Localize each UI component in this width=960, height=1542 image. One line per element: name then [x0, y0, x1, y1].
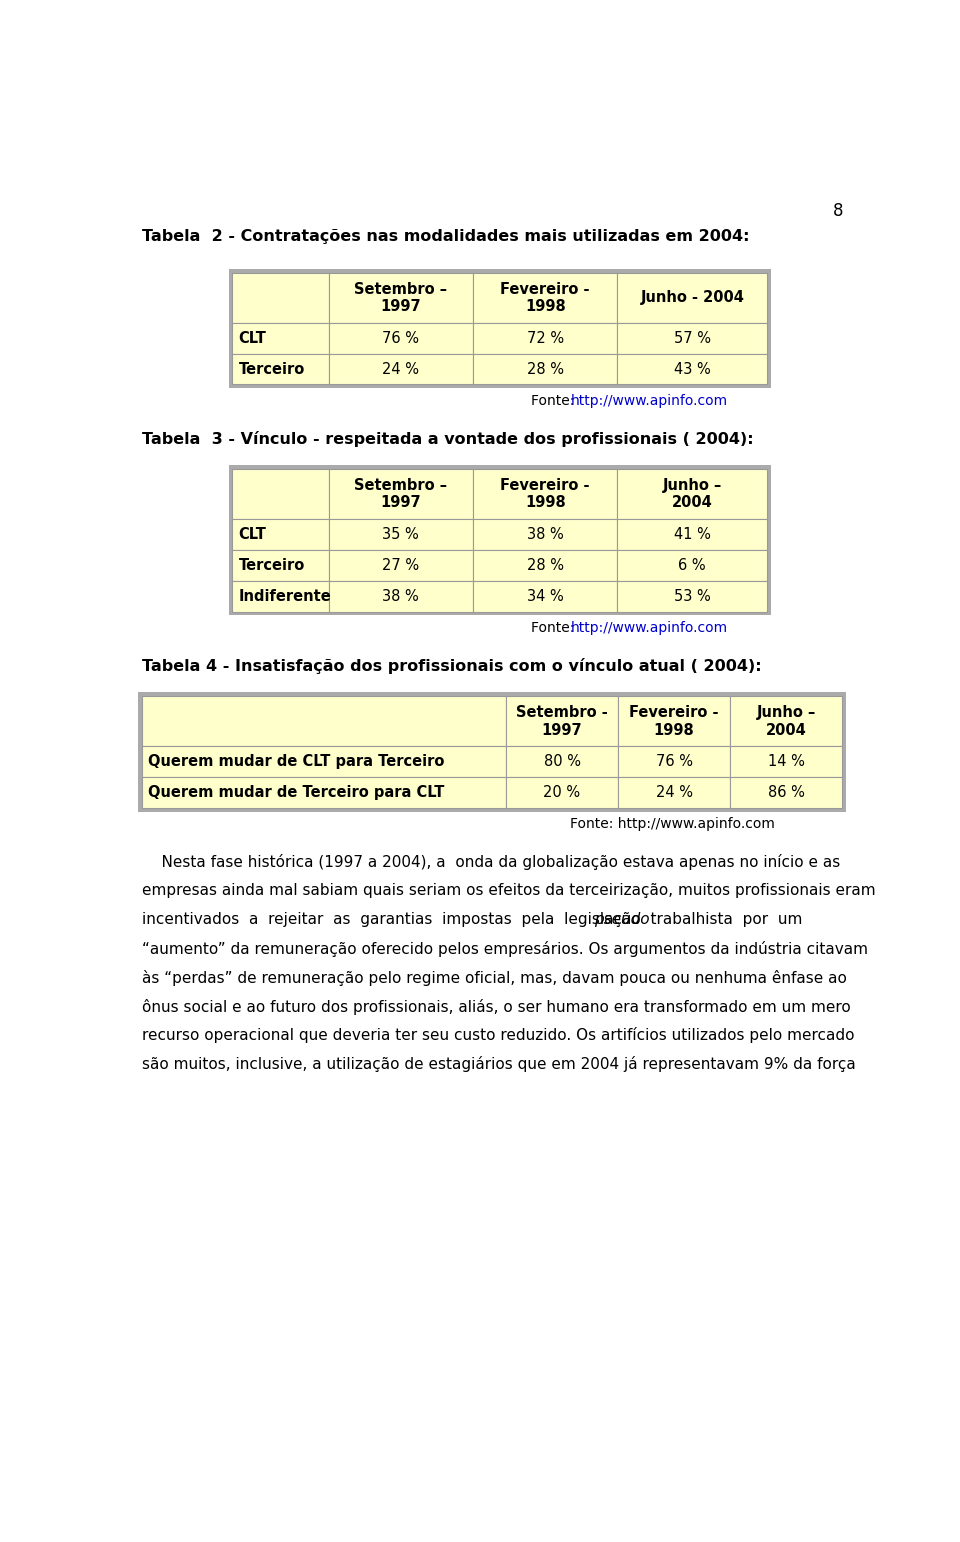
- Text: Setembro -
1997: Setembro - 1997: [516, 705, 608, 737]
- Text: Querem mudar de CLT para Terceiro: Querem mudar de CLT para Terceiro: [148, 754, 444, 769]
- Bar: [506, 697, 618, 746]
- Text: Querem mudar de Terceiro para CLT: Querem mudar de Terceiro para CLT: [148, 785, 444, 800]
- Text: 43 %: 43 %: [674, 361, 710, 376]
- Bar: [232, 469, 328, 520]
- Text: “aumento” da remuneração oferecido pelos empresários. Os argumentos da indústria: “aumento” da remuneração oferecido pelos…: [142, 941, 868, 956]
- Text: 53 %: 53 %: [674, 589, 710, 604]
- Bar: [473, 322, 617, 353]
- Bar: [328, 273, 473, 322]
- Text: Fevereiro -
1998: Fevereiro - 1998: [630, 705, 719, 737]
- Bar: [473, 520, 617, 550]
- Text: 76 %: 76 %: [382, 332, 420, 345]
- Text: Terceiro: Terceiro: [239, 361, 305, 376]
- Bar: [617, 550, 767, 581]
- Text: 28 %: 28 %: [527, 558, 564, 574]
- Bar: [232, 581, 328, 612]
- Text: 41 %: 41 %: [674, 527, 710, 543]
- Text: incentivados  a  rejeitar  as  garantias  impostas  pela  legislação  trabalhist: incentivados a rejeitar as garantias imp…: [142, 911, 812, 927]
- Text: 14 %: 14 %: [768, 754, 804, 769]
- Text: 38 %: 38 %: [527, 527, 564, 543]
- Text: são muitos, inclusive, a utilização de estagiários que em 2004 já representavam : são muitos, inclusive, a utilização de e…: [142, 1056, 855, 1072]
- Text: 24 %: 24 %: [656, 785, 693, 800]
- Text: Fonte:: Fonte:: [531, 393, 579, 407]
- Text: 24 %: 24 %: [382, 361, 420, 376]
- Text: Indiferente: Indiferente: [239, 589, 331, 604]
- Bar: [618, 746, 731, 777]
- Text: Setembro –
1997: Setembro – 1997: [354, 478, 447, 510]
- Bar: [232, 550, 328, 581]
- Bar: [142, 697, 506, 746]
- Bar: [617, 353, 767, 384]
- Bar: [328, 353, 473, 384]
- Bar: [473, 581, 617, 612]
- Text: ônus social e ao futuro dos profissionais, aliás, o ser humano era transformado : ônus social e ao futuro dos profissionai…: [142, 999, 851, 1015]
- Text: Fevereiro -
1998: Fevereiro - 1998: [500, 282, 590, 315]
- Bar: [617, 581, 767, 612]
- Bar: [228, 466, 771, 615]
- Bar: [232, 520, 328, 550]
- Bar: [473, 469, 617, 520]
- Bar: [731, 697, 842, 746]
- Text: CLT: CLT: [239, 527, 267, 543]
- Text: Fonte: http://www.apinfo.com: Fonte: http://www.apinfo.com: [569, 817, 775, 831]
- Text: às “perdas” de remuneração pelo regime oficial, mas, davam pouca ou nenhuma ênfa: às “perdas” de remuneração pelo regime o…: [142, 970, 847, 985]
- Bar: [731, 777, 842, 808]
- Bar: [138, 692, 846, 811]
- Text: 76 %: 76 %: [656, 754, 693, 769]
- Bar: [473, 273, 617, 322]
- Bar: [228, 268, 771, 389]
- Bar: [617, 469, 767, 520]
- Text: http://www.apinfo.com: http://www.apinfo.com: [571, 621, 729, 635]
- Text: pseudo: pseudo: [594, 911, 650, 927]
- Bar: [506, 777, 618, 808]
- Text: Terceiro: Terceiro: [239, 558, 305, 574]
- Text: 6 %: 6 %: [679, 558, 706, 574]
- Text: 27 %: 27 %: [382, 558, 420, 574]
- Text: 38 %: 38 %: [382, 589, 420, 604]
- Text: Junho - 2004: Junho - 2004: [640, 290, 744, 305]
- Text: 20 %: 20 %: [543, 785, 581, 800]
- Text: 57 %: 57 %: [674, 332, 710, 345]
- Text: Setembro –
1997: Setembro – 1997: [354, 282, 447, 315]
- Bar: [617, 520, 767, 550]
- Bar: [618, 777, 731, 808]
- Text: 72 %: 72 %: [527, 332, 564, 345]
- Bar: [731, 746, 842, 777]
- Text: 8: 8: [833, 202, 844, 221]
- Bar: [473, 353, 617, 384]
- Text: http://www.apinfo.com: http://www.apinfo.com: [571, 393, 729, 407]
- Text: Junho –
2004: Junho – 2004: [756, 705, 816, 737]
- Bar: [232, 273, 328, 322]
- Bar: [618, 697, 731, 746]
- Bar: [328, 520, 473, 550]
- Text: recurso operacional que deveria ter seu custo reduzido. Os artifícios utilizados: recurso operacional que deveria ter seu …: [142, 1027, 854, 1044]
- Text: Tabela  3 - Vínculo - respeitada a vontade dos profissionais ( 2004):: Tabela 3 - Vínculo - respeitada a vontad…: [142, 430, 754, 447]
- Text: Nesta fase histórica (1997 a 2004), a  onda da globalização estava apenas no iní: Nesta fase histórica (1997 a 2004), a on…: [142, 854, 840, 870]
- Text: Fonte:: Fonte:: [531, 621, 579, 635]
- Bar: [142, 777, 506, 808]
- Bar: [506, 746, 618, 777]
- Bar: [328, 469, 473, 520]
- Bar: [617, 322, 767, 353]
- Bar: [328, 581, 473, 612]
- Text: Tabela  2 - Contratações nas modalidades mais utilizadas em 2004:: Tabela 2 - Contratações nas modalidades …: [142, 228, 749, 244]
- Text: CLT: CLT: [239, 332, 267, 345]
- Text: 86 %: 86 %: [768, 785, 804, 800]
- Text: 34 %: 34 %: [527, 589, 564, 604]
- Bar: [232, 353, 328, 384]
- Bar: [473, 550, 617, 581]
- Text: empresas ainda mal sabiam quais seriam os efeitos da terceirização, muitos profi: empresas ainda mal sabiam quais seriam o…: [142, 884, 876, 897]
- Text: 28 %: 28 %: [527, 361, 564, 376]
- Bar: [232, 322, 328, 353]
- Bar: [328, 322, 473, 353]
- Text: Fevereiro -
1998: Fevereiro - 1998: [500, 478, 590, 510]
- Text: Tabela 4 - Insatisfação dos profissionais com o vínculo atual ( 2004):: Tabela 4 - Insatisfação dos profissionai…: [142, 658, 761, 674]
- Bar: [142, 746, 506, 777]
- Bar: [328, 550, 473, 581]
- Text: Junho –
2004: Junho – 2004: [662, 478, 722, 510]
- Bar: [617, 273, 767, 322]
- Text: 80 %: 80 %: [543, 754, 581, 769]
- Text: 35 %: 35 %: [382, 527, 420, 543]
